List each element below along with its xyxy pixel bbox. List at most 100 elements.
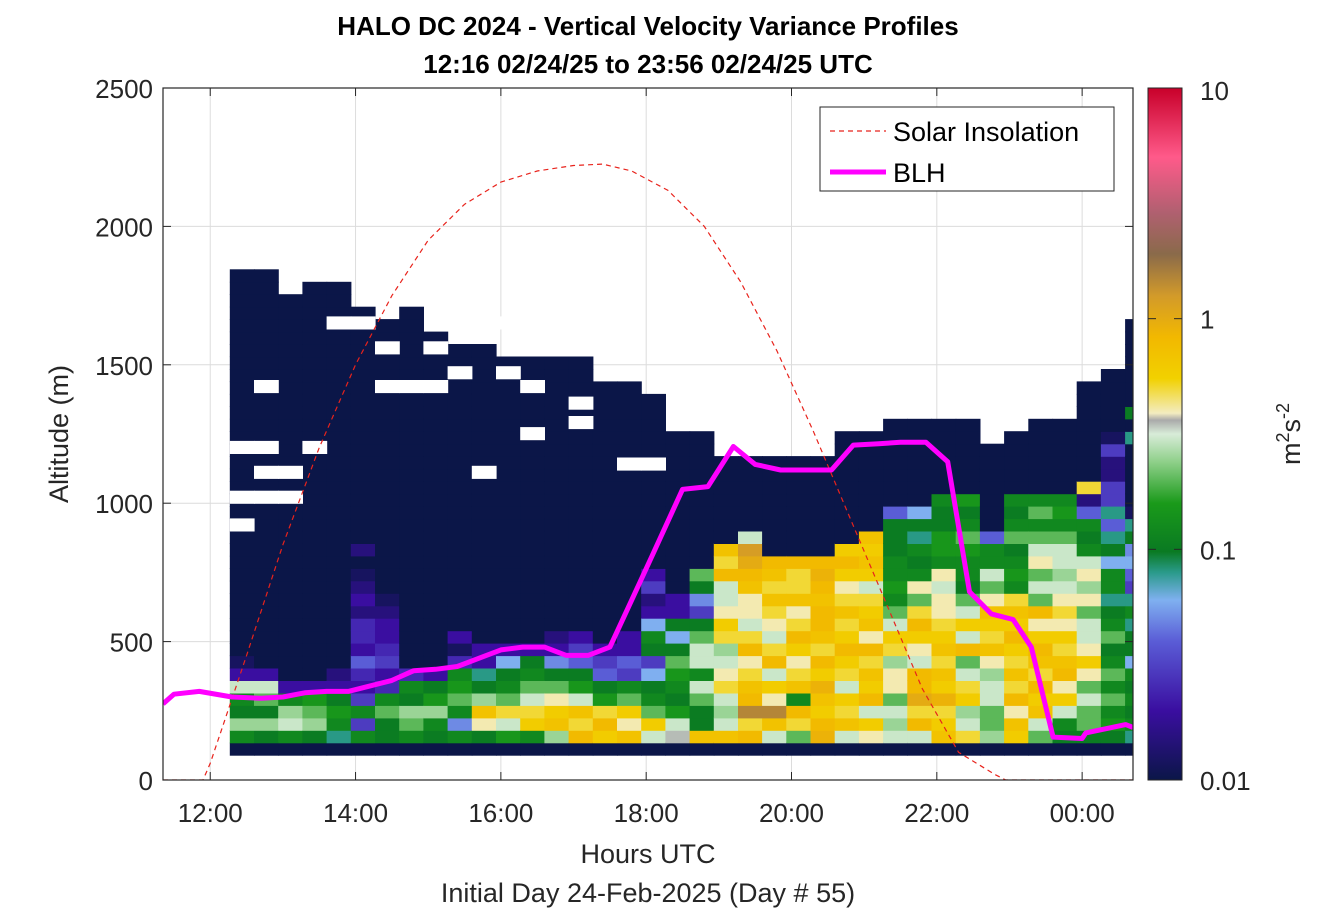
heatmap-cell (1052, 443, 1078, 457)
heatmap-cell (278, 306, 303, 320)
heatmap-cell (568, 530, 594, 544)
heatmap-cell (834, 468, 860, 482)
heatmap-gap-cell (641, 457, 666, 471)
heatmap-cell (1125, 655, 1133, 669)
heatmap-cell (568, 568, 594, 582)
heatmap-cell (278, 344, 303, 358)
series-lines (163, 163, 1133, 780)
heatmap-cell (278, 369, 303, 383)
x-axis-sublabel: Initial Day 24-Feb-2025 (Day # 55) (441, 878, 855, 908)
heatmap-cell (544, 418, 570, 432)
heatmap-cell (447, 406, 473, 420)
heatmap-cell (568, 506, 594, 520)
heatmap-cell (447, 630, 473, 644)
heatmap-cell (665, 593, 691, 607)
heatmap-cell (229, 568, 255, 582)
heatmap-cell (496, 406, 521, 420)
heatmap-cell (423, 618, 449, 632)
heatmap-cell (1246, 494, 1271, 507)
heatmap-cell (1125, 580, 1133, 594)
heatmap-cell (544, 568, 570, 582)
heatmap-cell (302, 742, 328, 756)
heatmap-cell (907, 443, 933, 457)
heatmap-cell (496, 568, 521, 582)
heatmap-cell (471, 356, 497, 370)
heatmap-cell (423, 418, 449, 432)
heatmap-cell (592, 381, 618, 395)
heatmap-cell (278, 680, 303, 694)
heatmap-cell (1198, 357, 1223, 370)
heatmap-cell (738, 667, 763, 681)
heatmap-cell (665, 518, 691, 532)
heatmap-cell (423, 643, 449, 657)
heatmap-cell (738, 630, 763, 644)
heatmap-cell (278, 742, 303, 756)
heatmap-cell (229, 605, 255, 619)
heatmap-cell (1076, 680, 1102, 694)
heatmap-cell (568, 630, 594, 644)
heatmap-cell (931, 605, 957, 619)
heatmap-cell (423, 692, 449, 706)
heatmap-cell (689, 568, 715, 582)
heatmap-cell (762, 630, 787, 644)
heatmap-cell (278, 530, 303, 544)
heatmap-cell (1028, 605, 1054, 619)
heatmap-cell (447, 418, 473, 432)
heatmap-cell (278, 605, 303, 619)
heatmap-cell (1222, 643, 1247, 656)
heatmap-cell (665, 643, 691, 657)
heatmap-cell (278, 418, 303, 432)
heatmap-cell (689, 543, 715, 557)
heatmap-cell (979, 506, 1005, 520)
heatmap-cell (689, 705, 715, 719)
heatmap-cell (278, 705, 303, 719)
heatmap-cell (326, 555, 352, 569)
heatmap-cell (1004, 568, 1029, 582)
heatmap-cell (1052, 568, 1078, 582)
heatmap-cell (641, 605, 666, 619)
heatmap-cell (1222, 606, 1247, 619)
heatmap-cell (738, 506, 763, 520)
heatmap-cell (568, 742, 594, 756)
heatmap-cell (592, 431, 618, 445)
heatmap-cell (423, 506, 449, 520)
heatmap-cell (665, 543, 691, 557)
heatmap-cell (375, 543, 400, 557)
heatmap-cell (907, 518, 933, 532)
heatmap-cell (810, 593, 836, 607)
heatmap-cell (1004, 493, 1029, 507)
heatmap-cell (931, 680, 957, 694)
heatmap-cell (1246, 730, 1271, 743)
heatmap-cell (326, 493, 352, 507)
heatmap-cell (689, 618, 715, 632)
heatmap-cell (1198, 730, 1223, 743)
heatmap-cell (979, 667, 1005, 681)
heatmap-gap-cell (471, 465, 497, 479)
heatmap-cell (762, 543, 787, 557)
heatmap-cell (1004, 506, 1029, 520)
heatmap-cell (375, 630, 400, 644)
heatmap-cell (350, 443, 376, 457)
heatmap-cell (544, 667, 570, 681)
heatmap-cell (1125, 481, 1133, 495)
heatmap-cell (520, 356, 545, 370)
heatmap-cell (326, 568, 352, 582)
heatmap-cell (399, 518, 424, 532)
heatmap-cell (1052, 692, 1078, 706)
heatmap-cell (423, 369, 449, 383)
heatmap-cell (786, 692, 812, 706)
heatmap-cell (786, 568, 812, 582)
heatmap-cell (1198, 718, 1223, 731)
heatmap-cell (1198, 680, 1223, 693)
heatmap-cell (302, 555, 328, 569)
heatmap-cell (738, 692, 763, 706)
heatmap-cell (350, 667, 376, 681)
heatmap-cell (810, 692, 836, 706)
heatmap-cell (858, 667, 884, 681)
heatmap-cell (786, 717, 812, 731)
heatmap-cell (520, 393, 545, 407)
heatmap-cell (326, 456, 352, 470)
heatmap-cell (592, 705, 618, 719)
heatmap-cell (1100, 481, 1126, 495)
heatmap-cell (471, 530, 497, 544)
